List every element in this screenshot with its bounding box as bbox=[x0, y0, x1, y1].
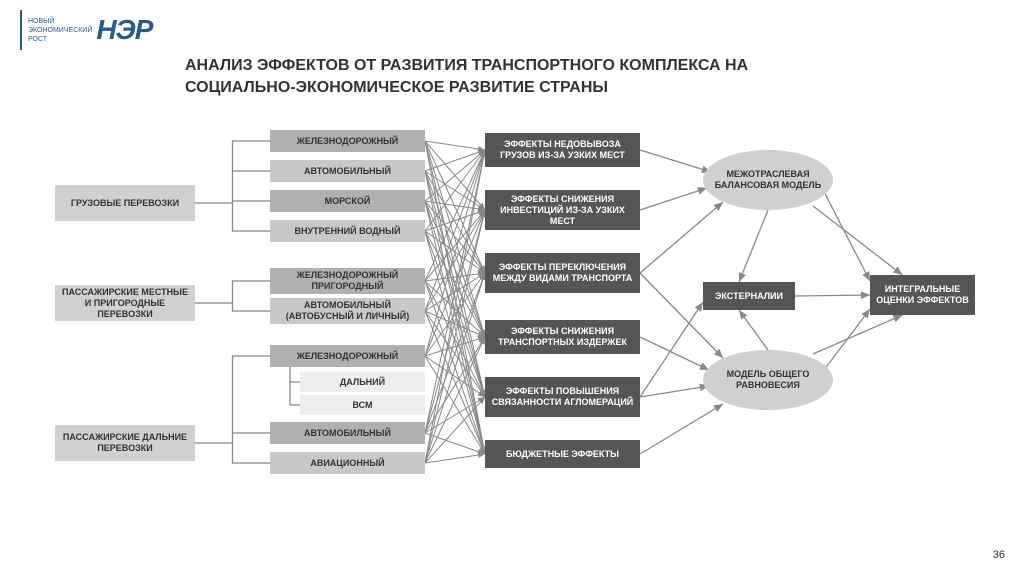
col3-box-3: ЭФФЕКТЫ СНИЖЕНИЯ ТРАНСПОРТНЫХ ИЗДЕРЖЕК bbox=[485, 320, 640, 354]
col4-ellipse-1: МЕЖОТРАСЛЕВАЯ БАЛАНСОВАЯ МОДЕЛЬ bbox=[703, 150, 833, 210]
col2-box-7: ДАЛЬНИЙ bbox=[300, 372, 425, 392]
col2-box-3: ВНУТРЕННИЙ ВОДНЫЙ bbox=[270, 220, 425, 242]
col1-box-2: ПАССАЖИРСКИЕ ДАЛЬНИЕ ПЕРЕВОЗКИ bbox=[55, 425, 195, 461]
col2-box-9: АВТОМОБИЛЬНЫЙ bbox=[270, 422, 425, 444]
col1-box-1: ПАССАЖИРСКИЕ МЕСТНЫЕ И ПРИГОРОДНЫЕ ПЕРЕВ… bbox=[55, 285, 195, 321]
page-number: 36 bbox=[993, 549, 1005, 561]
logo: НОВЫЙ ЭКОНОМИЧЕСКИЙ РОСТ НЭР bbox=[20, 10, 152, 50]
col3-box-2: ЭФФЕКТЫ ПЕРЕКЛЮЧЕНИЯ МЕЖДУ ВИДАМИ ТРАНСП… bbox=[485, 253, 640, 293]
col4-ellipse-2: МОДЕЛЬ ОБЩЕГО РАВНОВЕСИЯ bbox=[703, 350, 833, 410]
col2-box-1: АВТОМОБИЛЬНЫЙ bbox=[270, 160, 425, 182]
col1-box-0: ГРУЗОВЫЕ ПЕРЕВОЗКИ bbox=[55, 185, 195, 221]
col2-box-4: ЖЕЛЕЗНОДОРОЖНЫЙ ПРИГОРОДНЫЙ bbox=[270, 268, 425, 294]
slide-title: АНАЛИЗ ЭФФЕКТОВ ОТ РАЗВИТИЯ ТРАНСПОРТНОГ… bbox=[185, 55, 748, 99]
col2-box-10: АВИАЦИОННЫЙ bbox=[270, 452, 425, 474]
col2-box-8: ВСМ bbox=[300, 395, 425, 415]
col3-box-0: ЭФФЕКТЫ НЕДОВЫВОЗА ГРУЗОВ ИЗ-ЗА УЗКИХ МЕ… bbox=[485, 133, 640, 167]
col2-box-5: АВТОМОБИЛЬНЫЙ (АВТОБУСНЫЙ И ЛИЧНЫЙ) bbox=[270, 298, 425, 324]
col3-box-4: ЭФФЕКТЫ ПОВЫШЕНИЯ СВЯЗАННОСТИ АГЛОМЕРАЦИ… bbox=[485, 377, 640, 417]
col3-box-1: ЭФФЕКТЫ СНИЖЕНИЯ ИНВЕСТИЦИЙ ИЗ-ЗА УЗКИХ … bbox=[485, 190, 640, 230]
col2-box-0: ЖЕЛЕЗНОДОРОЖНЫЙ bbox=[270, 130, 425, 152]
logo-bar bbox=[20, 10, 22, 50]
logo-big-text: НЭР bbox=[96, 14, 152, 46]
col4-externalities: ЭКСТЕРНАЛИИ bbox=[703, 282, 795, 310]
col4-final: ИНТЕГРАЛЬНЫЕ ОЦЕНКИ ЭФФЕКТОВ bbox=[870, 275, 975, 315]
col2-box-6: ЖЕЛЕЗНОДОРОЖНЫЙ bbox=[270, 345, 425, 367]
col3-box-5: БЮДЖЕТНЫЕ ЭФФЕКТЫ bbox=[485, 440, 640, 468]
col2-box-2: МОРСКОЙ bbox=[270, 190, 425, 212]
logo-small-text: НОВЫЙ ЭКОНОМИЧЕСКИЙ РОСТ bbox=[28, 17, 92, 44]
